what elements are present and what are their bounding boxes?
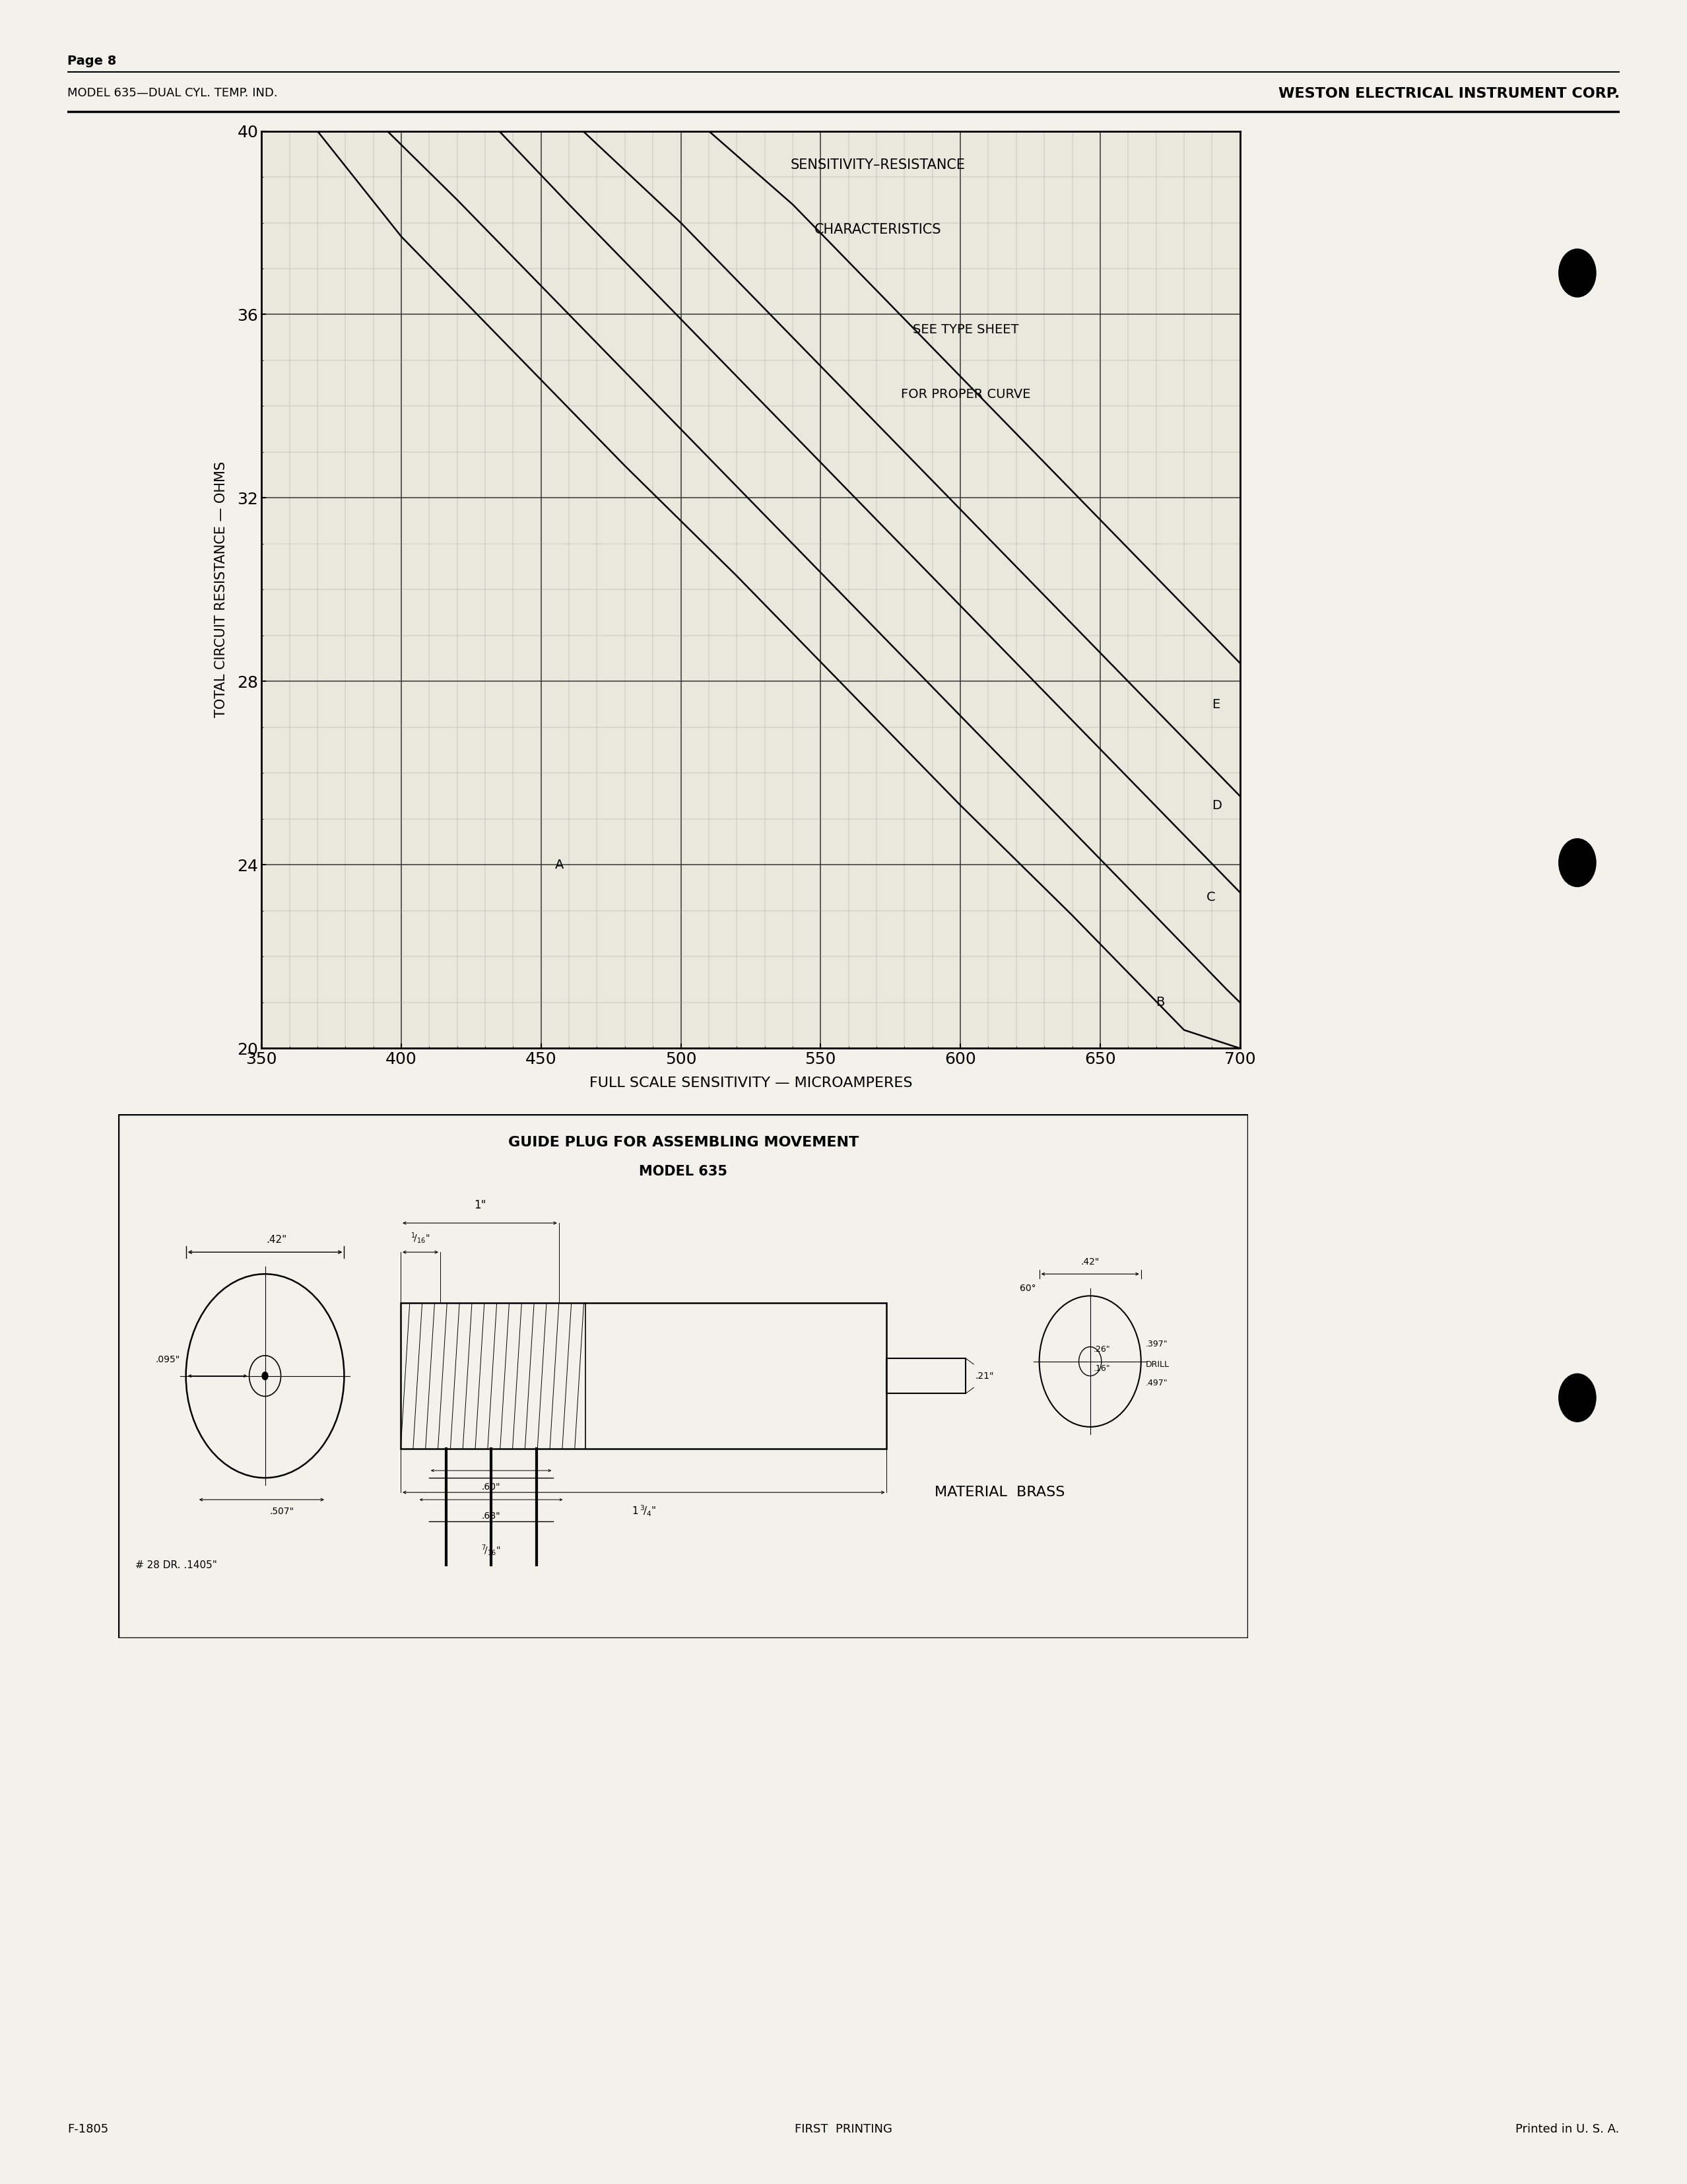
Bar [402, 1304, 887, 1448]
X-axis label: FULL SCALE SENSITIVITY — MICROAMPERES: FULL SCALE SENSITIVITY — MICROAMPERES [589, 1077, 913, 1090]
Text: Page 8: Page 8 [67, 55, 116, 68]
Text: CHARACTERISTICS: CHARACTERISTICS [815, 223, 941, 236]
Text: SEE TYPE SHEET: SEE TYPE SHEET [913, 323, 1019, 336]
Text: Printed in U. S. A.: Printed in U. S. A. [1515, 2123, 1620, 2136]
Text: $^1\!/_{16}$": $^1\!/_{16}$" [410, 1232, 430, 1245]
Text: $1\,^3\!/_4$": $1\,^3\!/_4$" [631, 1505, 656, 1518]
Text: WESTON ELECTRICAL INSTRUMENT CORP.: WESTON ELECTRICAL INSTRUMENT CORP. [1279, 87, 1620, 100]
Text: .507": .507" [270, 1507, 294, 1516]
Text: .60": .60" [482, 1483, 501, 1492]
Text: MODEL 635—DUAL CYL. TEMP. IND.: MODEL 635—DUAL CYL. TEMP. IND. [67, 87, 278, 98]
Circle shape [261, 1372, 268, 1380]
Text: 60°: 60° [1019, 1284, 1036, 1293]
Text: .26": .26" [1093, 1345, 1110, 1354]
Bar [887, 1358, 965, 1393]
Text: .68": .68" [482, 1511, 501, 1520]
Text: FOR PROPER CURVE: FOR PROPER CURVE [901, 389, 1031, 400]
Text: .42": .42" [267, 1234, 287, 1245]
Text: $^7\!/_{16}$": $^7\!/_{16}$" [481, 1544, 501, 1557]
Text: F-1805: F-1805 [67, 2123, 108, 2136]
Text: GUIDE PLUG FOR ASSEMBLING MOVEMENT: GUIDE PLUG FOR ASSEMBLING MOVEMENT [508, 1136, 859, 1149]
Text: MODEL 635: MODEL 635 [639, 1164, 727, 1177]
Text: D: D [1211, 799, 1221, 812]
Text: .42": .42" [1081, 1258, 1100, 1267]
Text: MATERIAL  BRASS: MATERIAL BRASS [935, 1485, 1064, 1498]
Text: FIRST  PRINTING: FIRST PRINTING [795, 2123, 892, 2136]
Text: .21": .21" [975, 1372, 994, 1380]
Text: B: B [1156, 996, 1166, 1009]
Text: .16": .16" [1093, 1365, 1110, 1374]
Text: A: A [555, 858, 563, 871]
Text: DRILL: DRILL [1145, 1361, 1169, 1369]
Text: .497": .497" [1145, 1378, 1167, 1387]
Text: C: C [1206, 891, 1215, 904]
Text: .095": .095" [155, 1354, 181, 1365]
Text: .397": .397" [1145, 1339, 1167, 1348]
Text: 1": 1" [474, 1199, 486, 1212]
Text: E: E [1211, 699, 1220, 710]
Text: SENSITIVITY–RESISTANCE: SENSITIVITY–RESISTANCE [791, 159, 965, 173]
Text: # 28 DR. .1405": # 28 DR. .1405" [135, 1559, 218, 1570]
Y-axis label: TOTAL CIRCUIT RESISTANCE — OHMS: TOTAL CIRCUIT RESISTANCE — OHMS [214, 461, 228, 719]
